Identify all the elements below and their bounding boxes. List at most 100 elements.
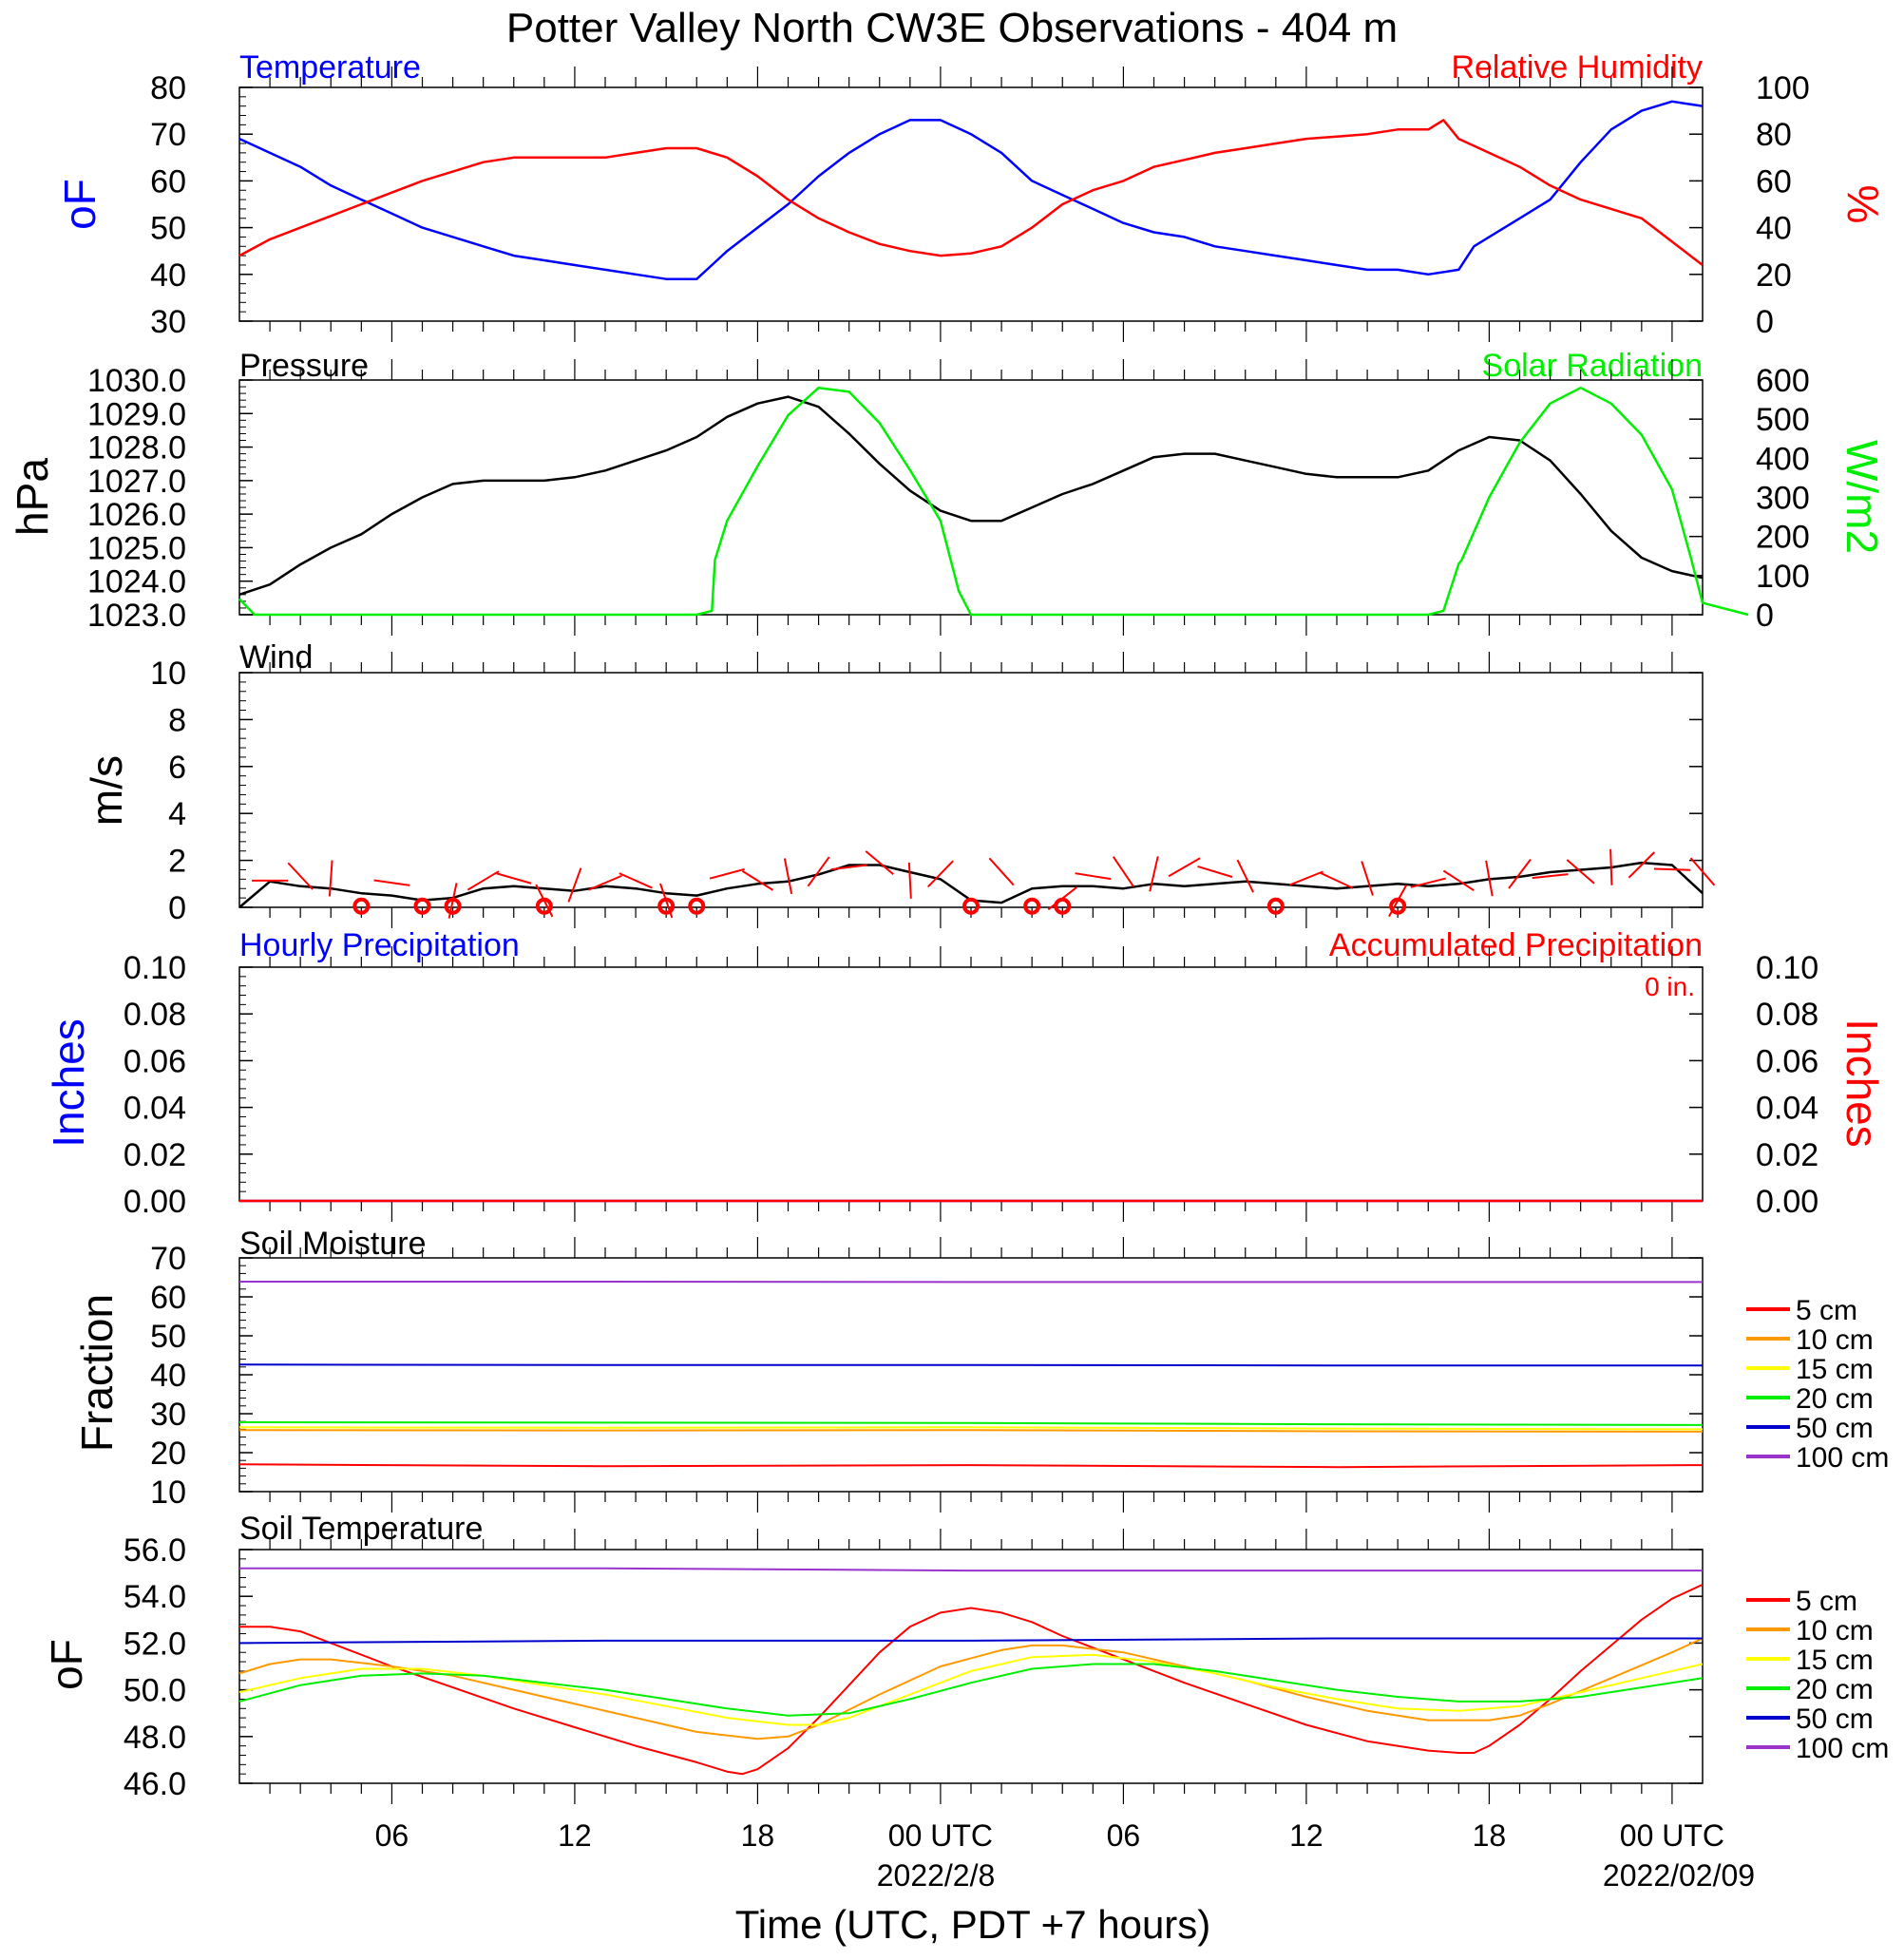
y-tick-label-right: 200 <box>1756 520 1810 556</box>
y-tick-label-left: 52.0 <box>124 1626 186 1662</box>
x-tick-label: 12 <box>558 1818 592 1853</box>
panel5-ylabel-left: Fraction <box>72 1294 122 1452</box>
wind-barb <box>1610 849 1611 885</box>
y-tick-label-left: 10 <box>150 656 186 692</box>
x-date-label-2: 2022/02/09 <box>1603 1858 1755 1893</box>
y-tick-label-left: 60 <box>150 1280 186 1316</box>
y-tick-label-left: 40 <box>150 257 186 294</box>
panel2-title-left: Pressure <box>239 348 369 384</box>
wind-barb <box>1654 868 1690 869</box>
y-tick-label-left: 48.0 <box>124 1720 186 1756</box>
x-date-label-1: 2022/2/8 <box>877 1858 996 1893</box>
y-tick-label-right: 0.10 <box>1756 950 1818 986</box>
y-tick-label-right: 60 <box>1756 163 1792 200</box>
soil-temperature-legend-label: 5 cm <box>1796 1586 1857 1617</box>
soil-temperature-legend-label: 50 cm <box>1796 1703 1874 1735</box>
soil-moisture-legend-label: 15 cm <box>1796 1354 1874 1385</box>
y-tick-label-left: 56.0 <box>124 1532 186 1569</box>
soil-moisture-legend-label: 50 cm <box>1796 1413 1874 1444</box>
y-tick-label-right: 600 <box>1756 363 1810 399</box>
y-tick-label-left: 1025.0 <box>87 530 186 566</box>
y-tick-label-left: 2 <box>168 844 186 880</box>
y-tick-label-left: 1024.0 <box>87 564 186 600</box>
x-tick-label: 06 <box>375 1818 409 1853</box>
panel4-title-left: Hourly Precipitation <box>239 927 520 963</box>
y-tick-label-right: 40 <box>1756 211 1792 247</box>
x-tick-label: 00 UTC <box>888 1818 993 1853</box>
panel1-ylabel-right: % <box>1838 185 1888 224</box>
panel3-ylabel-left: m/s <box>82 755 131 826</box>
y-tick-label-right: 500 <box>1756 402 1810 438</box>
y-tick-label-left: 0.00 <box>124 1184 186 1220</box>
y-tick-label-left: 1028.0 <box>87 430 186 466</box>
y-tick-label-left: 0.06 <box>124 1043 186 1079</box>
soil-moisture-legend-label: 10 cm <box>1796 1324 1874 1356</box>
y-tick-label-right: 0.06 <box>1756 1043 1818 1079</box>
y-tick-label-left: 1030.0 <box>87 363 186 399</box>
y-tick-label-right: 100 <box>1756 559 1810 595</box>
y-tick-label-right: 0.00 <box>1756 1184 1818 1220</box>
x-tick-label: 18 <box>741 1818 775 1853</box>
y-tick-label-right: 0 <box>1756 304 1774 340</box>
y-tick-label-left: 0.02 <box>124 1137 186 1173</box>
x-tick-label: 00 UTC <box>1620 1818 1724 1853</box>
y-tick-label-left: 0 <box>168 890 186 926</box>
y-tick-label-left: 50 <box>150 211 186 247</box>
panel4-ylabel-left: Inches <box>44 1018 93 1148</box>
y-tick-label-left: 30 <box>150 1397 186 1433</box>
y-tick-label-right: 0.04 <box>1756 1091 1818 1127</box>
y-tick-label-left: 10 <box>150 1475 186 1511</box>
y-tick-label-left: 8 <box>168 702 186 738</box>
x-tick-label: 18 <box>1473 1818 1507 1853</box>
panel2-title-right: Solar Radiation <box>1482 348 1703 384</box>
panel1-ylabel-left: oF <box>55 179 105 230</box>
soil-moisture-legend-label: 100 cm <box>1796 1442 1889 1474</box>
y-tick-label-right: 0 <box>1756 598 1774 634</box>
series-5-5 <box>239 1364 1703 1365</box>
y-tick-label-left: 0.08 <box>124 997 186 1033</box>
y-tick-label-left: 70 <box>150 117 186 153</box>
y-tick-label-left: 46.0 <box>124 1766 186 1802</box>
soil-temperature-legend-label: 20 cm <box>1796 1674 1874 1705</box>
x-axis-label: Time (UTC, PDT +7 hours) <box>735 1902 1211 1947</box>
panel2-ylabel-right: W/m2 <box>1837 440 1887 554</box>
soil-temperature-legend-label: 100 cm <box>1796 1733 1889 1764</box>
panel3-title-left: Wind <box>239 639 313 676</box>
y-tick-label-left: 0.10 <box>124 950 186 986</box>
y-tick-label-right: 0.02 <box>1756 1137 1818 1173</box>
panel2-ylabel-left: hPa <box>8 458 57 536</box>
y-tick-label-right: 400 <box>1756 441 1810 477</box>
y-tick-label-right: 100 <box>1756 70 1810 106</box>
panel6-ylabel-left: oF <box>42 1639 91 1690</box>
panel1-title-left: Temperature <box>239 49 421 86</box>
soil-moisture-legend-label: 5 cm <box>1796 1295 1857 1326</box>
y-tick-label-right: 80 <box>1756 117 1792 153</box>
y-tick-label-left: 1029.0 <box>87 396 186 432</box>
y-tick-label-left: 1023.0 <box>87 598 186 634</box>
x-tick-label: 12 <box>1289 1818 1323 1853</box>
y-tick-label-left: 30 <box>150 304 186 340</box>
y-tick-label-right: 300 <box>1756 481 1810 517</box>
y-tick-label-right: 20 <box>1756 257 1792 294</box>
panel5-title-left: Soil Moisture <box>239 1226 427 1262</box>
y-tick-label-left: 80 <box>150 70 186 106</box>
y-tick-label-left: 0.04 <box>124 1091 186 1127</box>
soil-moisture-legend-label: 20 cm <box>1796 1383 1874 1415</box>
y-tick-label-left: 4 <box>168 796 186 832</box>
soil-temperature-legend-label: 15 cm <box>1796 1645 1874 1676</box>
y-tick-label-left: 40 <box>150 1358 186 1394</box>
y-tick-label-left: 60 <box>150 163 186 200</box>
panel4-title-right: Accumulated Precipitation <box>1329 927 1703 963</box>
x-tick-label: 06 <box>1107 1818 1141 1853</box>
y-tick-label-left: 1026.0 <box>87 497 186 533</box>
panel4-ylabel-right: Inches <box>1837 1018 1887 1148</box>
y-tick-label-left: 6 <box>168 750 186 786</box>
y-tick-label-left: 70 <box>150 1241 186 1277</box>
y-tick-label-left: 1027.0 <box>87 464 186 500</box>
soil-temperature-legend-label: 10 cm <box>1796 1615 1874 1646</box>
y-tick-label-left: 50.0 <box>124 1673 186 1709</box>
y-tick-label-left: 54.0 <box>124 1579 186 1615</box>
figure-title: Potter Valley North CW3E Observations - … <box>506 5 1398 51</box>
